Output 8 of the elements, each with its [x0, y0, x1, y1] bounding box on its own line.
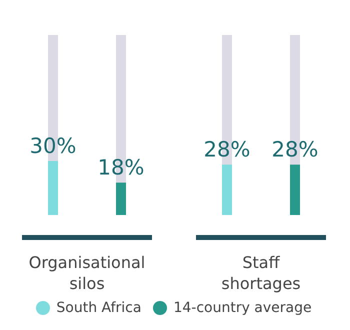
data-label: 18%: [98, 156, 144, 180]
data-label: 28%: [272, 138, 318, 162]
data-label: 28%: [204, 138, 250, 162]
legend-label: 14-country average: [172, 300, 312, 316]
legend-label: South Africa: [55, 300, 142, 316]
x-tick-label: Staff shortages: [221, 253, 301, 293]
data-label: 30%: [30, 134, 76, 158]
x-tick-label: Organisational silos: [28, 253, 146, 293]
